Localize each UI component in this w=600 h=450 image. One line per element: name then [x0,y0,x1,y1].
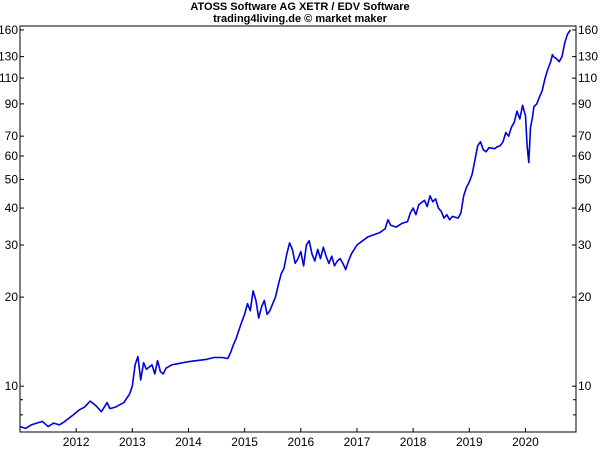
y-tick-label-left: 110 [0,71,18,85]
x-tick-label: 2020 [512,435,539,449]
x-tick-label: 2018 [400,435,427,449]
y-tick-label-left: 40 [5,201,19,215]
series-line [19,29,572,430]
y-tick-label-left: 20 [5,290,19,304]
y-tick-label-left: 10 [5,379,19,393]
y-tick-label-left: 30 [5,238,19,252]
y-tick-label-right: 20 [578,290,592,304]
y-tick-label-right: 90 [578,97,592,111]
x-tick-label: 2013 [119,435,146,449]
x-axis: 2012 2013 2014 2015 2016 2017 2018 2019 2020 [63,428,539,449]
chart-subtitle: trading4living.de © market maker [213,13,387,25]
y-tick-label-left: 130 [0,50,18,64]
y-tick-label-right: 40 [578,201,592,215]
y-tick-label-right: 60 [578,149,592,163]
y-axis-right: 10 20 30 40 50 60 70 90 110 130 160 [572,23,598,416]
y-tick-label-left: 160 [0,23,18,37]
y-tick-label-right: 160 [578,23,598,37]
y-tick-label-left: 70 [5,129,19,143]
y-tick-label-right: 110 [578,71,597,85]
y-tick-label-left: 90 [5,97,19,111]
chart-title: ATOSS Software AG XETR / EDV Software [190,1,409,13]
y-tick-label-left: 60 [5,149,19,163]
x-tick-label: 2015 [231,435,258,449]
x-tick-label: 2012 [63,435,90,449]
y-tick-label-right: 10 [578,379,592,393]
x-tick-label: 2016 [287,435,314,449]
y-tick-label-right: 130 [578,50,598,64]
y-tick-label-right: 50 [578,172,592,186]
series-layer [19,29,572,430]
y-axis-left: 10 20 30 40 50 60 70 90 110 130 160 [0,23,24,416]
x-tick-label: 2019 [456,435,483,449]
y-tick-label-left: 50 [5,172,19,186]
y-tick-label-right: 30 [578,238,592,252]
plot-area [19,25,577,433]
x-tick-label: 2017 [344,435,371,449]
x-tick-label: 2014 [175,435,202,449]
y-tick-label-right: 70 [578,129,592,143]
